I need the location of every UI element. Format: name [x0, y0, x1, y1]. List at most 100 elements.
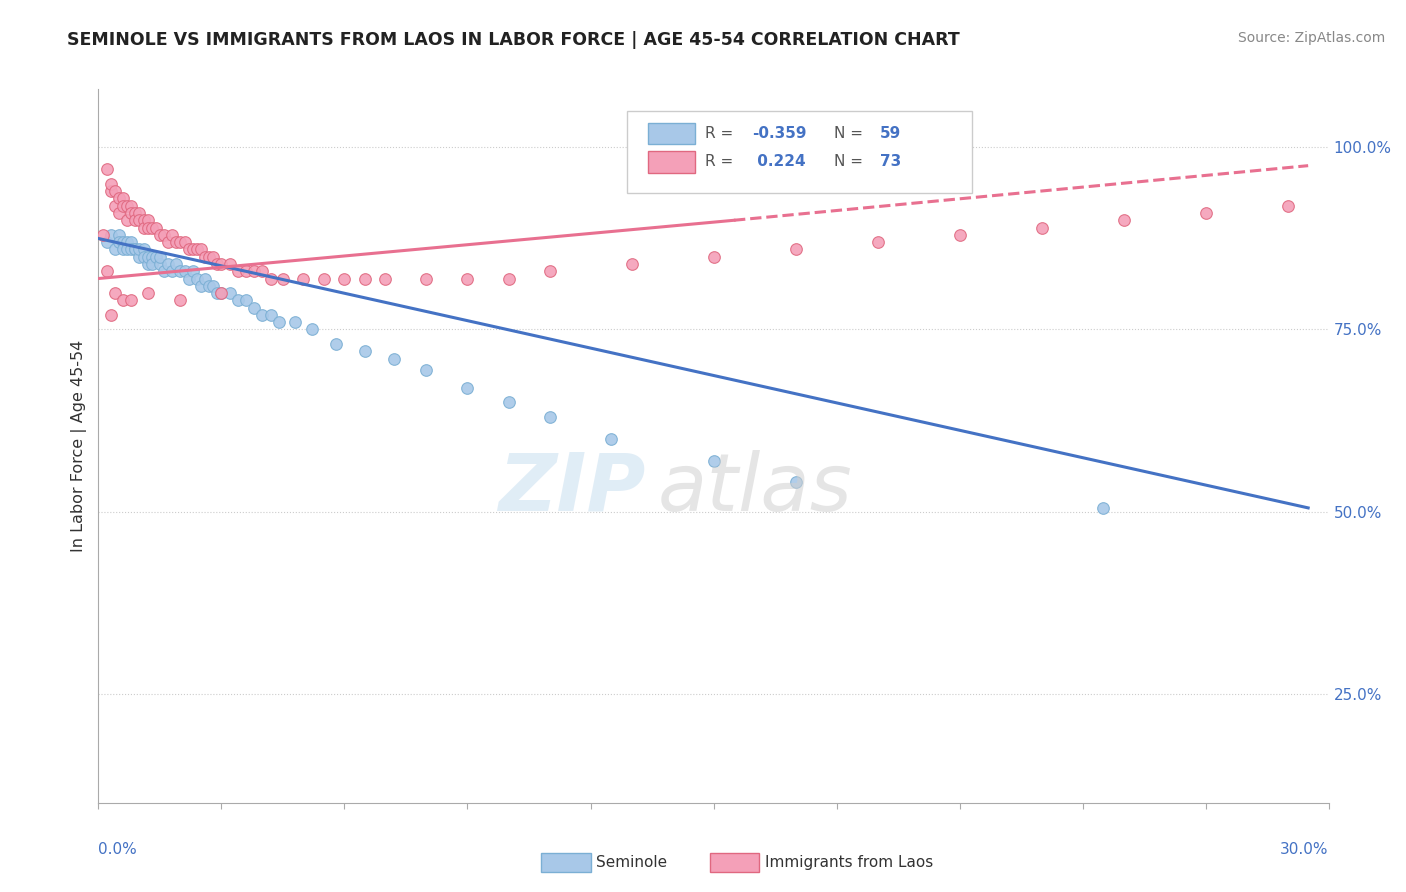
Text: N =: N =: [834, 126, 868, 141]
Point: [1031, 220, 1053, 235]
Text: atlas: atlas: [658, 450, 853, 528]
Point: [382, 351, 405, 366]
Point: [108, 191, 131, 205]
Text: Seminole: Seminole: [596, 855, 668, 870]
Bar: [648, 152, 695, 173]
Text: 0.224: 0.224: [752, 154, 806, 169]
Point: [149, 227, 172, 242]
Point: [100, 308, 122, 322]
Point: [96, 235, 118, 249]
Point: [128, 206, 150, 220]
Point: [354, 344, 377, 359]
Point: [96, 162, 118, 177]
Bar: [648, 123, 695, 145]
Point: [218, 286, 240, 301]
Y-axis label: In Labor Force | Age 45-54: In Labor Force | Age 45-54: [72, 340, 87, 552]
Point: [162, 227, 184, 242]
Point: [149, 257, 172, 271]
Point: [1092, 500, 1115, 515]
Text: N =: N =: [834, 154, 868, 169]
Point: [100, 227, 122, 242]
Point: [211, 257, 233, 271]
Point: [498, 271, 520, 285]
Point: [301, 322, 323, 336]
Point: [177, 271, 200, 285]
Point: [100, 184, 122, 198]
Point: [124, 243, 146, 257]
Point: [141, 220, 163, 235]
Point: [1112, 213, 1135, 227]
Point: [169, 293, 191, 308]
Point: [132, 243, 155, 257]
Point: [703, 453, 725, 467]
Text: ZIP: ZIP: [499, 450, 645, 528]
Point: [177, 243, 200, 257]
Point: [112, 293, 135, 308]
Point: [120, 206, 142, 220]
Point: [120, 293, 142, 308]
Point: [194, 250, 217, 264]
Point: [115, 243, 138, 257]
Point: [260, 308, 283, 322]
Point: [162, 264, 184, 278]
Point: [415, 271, 437, 285]
FancyBboxPatch shape: [627, 111, 972, 193]
Point: [108, 206, 131, 220]
Point: [112, 243, 135, 257]
Text: 0.0%: 0.0%: [98, 842, 138, 857]
Point: [785, 475, 807, 490]
Point: [136, 250, 159, 264]
Point: [145, 220, 167, 235]
Point: [190, 243, 212, 257]
Point: [354, 271, 377, 285]
Point: [112, 191, 135, 205]
Point: [115, 213, 138, 227]
Text: 73: 73: [880, 154, 901, 169]
Point: [949, 227, 972, 242]
Point: [132, 220, 155, 235]
Point: [108, 235, 131, 249]
Point: [374, 271, 396, 285]
Point: [333, 271, 356, 285]
Point: [153, 264, 176, 278]
Point: [115, 235, 138, 249]
Point: [181, 243, 204, 257]
Point: [538, 264, 561, 278]
Text: 30.0%: 30.0%: [1281, 842, 1329, 857]
Point: [202, 250, 225, 264]
Point: [141, 257, 163, 271]
Point: [267, 315, 290, 329]
Text: 59: 59: [880, 126, 901, 141]
Point: [235, 293, 257, 308]
Point: [252, 308, 274, 322]
Text: R =: R =: [704, 154, 738, 169]
Point: [141, 250, 163, 264]
Point: [136, 286, 159, 301]
Point: [292, 271, 315, 285]
Point: [703, 250, 725, 264]
Point: [284, 315, 307, 329]
Point: [218, 257, 240, 271]
Point: [132, 250, 155, 264]
Point: [104, 184, 127, 198]
Point: [136, 220, 159, 235]
Point: [104, 199, 127, 213]
Point: [169, 264, 191, 278]
Point: [157, 257, 180, 271]
Point: [538, 409, 561, 424]
Point: [128, 243, 150, 257]
Point: [312, 271, 335, 285]
Point: [136, 213, 159, 227]
Point: [108, 227, 131, 242]
Point: [169, 235, 191, 249]
Point: [243, 301, 266, 315]
Text: R =: R =: [704, 126, 738, 141]
Point: [211, 286, 233, 301]
Point: [226, 264, 249, 278]
Point: [145, 250, 167, 264]
Point: [194, 271, 217, 285]
Point: [120, 199, 142, 213]
Point: [211, 286, 233, 301]
Point: [112, 199, 135, 213]
Point: [498, 395, 520, 409]
